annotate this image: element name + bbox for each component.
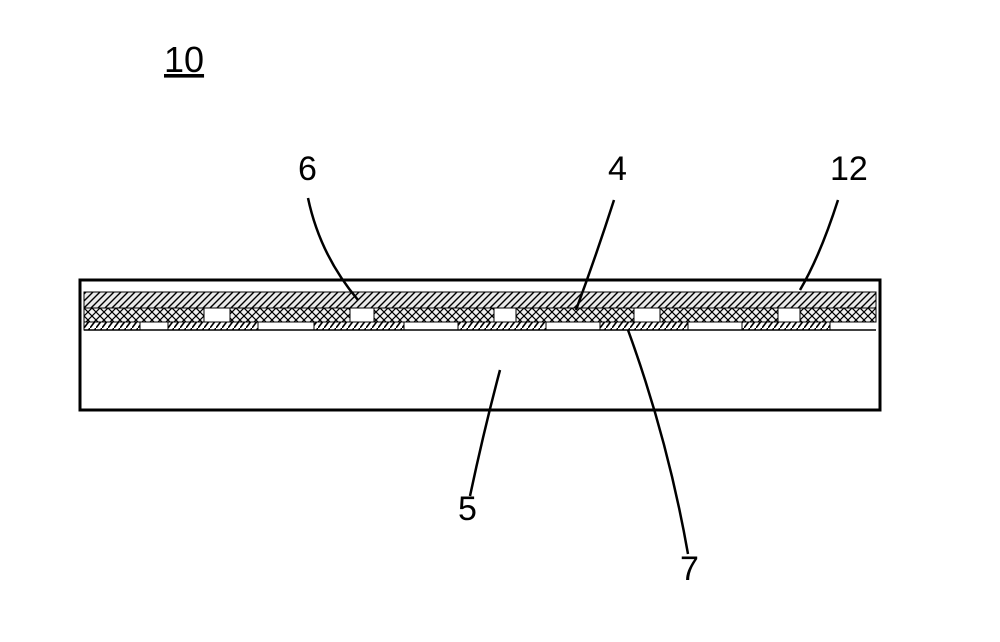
callout-label: 12 xyxy=(830,150,868,188)
callout-label: 5 xyxy=(458,490,477,528)
callout-label: 4 xyxy=(608,150,627,188)
leader-line xyxy=(800,200,838,290)
layer-top-hatch xyxy=(84,292,876,308)
callout-label: 6 xyxy=(298,150,317,188)
layer-crosshatch-group xyxy=(84,308,876,322)
callout-label: 7 xyxy=(680,550,699,588)
cross-section-diagram: 10 6 4 12 5 7 xyxy=(0,0,1000,642)
figure-number: 10 xyxy=(164,39,204,80)
